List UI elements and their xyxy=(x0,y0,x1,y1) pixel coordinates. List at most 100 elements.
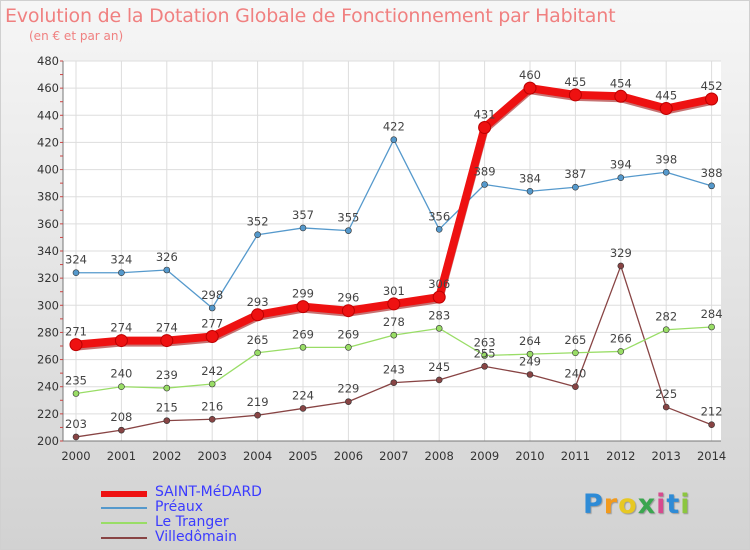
data-point xyxy=(341,304,355,318)
data-label: 271 xyxy=(65,325,87,339)
y-tick-label: 240 xyxy=(37,380,59,394)
legend-swatch xyxy=(101,522,147,524)
data-label: 249 xyxy=(519,355,541,369)
data-label: 301 xyxy=(383,284,405,298)
data-label: 264 xyxy=(519,334,541,348)
data-point xyxy=(254,411,261,419)
data-point xyxy=(296,300,310,314)
data-label: 422 xyxy=(383,120,405,134)
x-tick-label: 2011 xyxy=(561,449,590,463)
legend: SAINT-MéDARD Préaux Le Tranger Villedôma… xyxy=(101,485,341,545)
data-label: 235 xyxy=(65,374,87,388)
x-tick-label: 2003 xyxy=(198,449,227,463)
y-tick-label: 220 xyxy=(37,407,59,421)
data-point xyxy=(662,326,670,334)
data-label: 278 xyxy=(383,315,405,329)
data-label: 215 xyxy=(156,401,178,415)
data-label: 203 xyxy=(65,417,87,431)
data-point xyxy=(705,92,719,106)
data-label: 352 xyxy=(247,215,269,229)
data-point xyxy=(251,308,265,322)
legend-swatch xyxy=(101,537,147,539)
data-label: 243 xyxy=(383,363,405,377)
data-point xyxy=(118,426,125,434)
data-label: 242 xyxy=(201,364,223,378)
data-point xyxy=(617,348,625,355)
data-label: 219 xyxy=(247,395,269,409)
data-label: 329 xyxy=(610,246,632,260)
data-label: 239 xyxy=(156,368,178,382)
data-point xyxy=(205,330,219,343)
data-point xyxy=(662,403,670,411)
data-label: 296 xyxy=(337,291,359,305)
legend-item-saint-medard[interactable]: SAINT-MéDARD xyxy=(101,485,341,500)
data-point xyxy=(299,224,307,232)
x-tick-label: 2006 xyxy=(334,449,363,463)
data-point xyxy=(390,136,398,144)
data-point xyxy=(572,383,579,391)
data-point xyxy=(69,338,83,352)
grid xyxy=(63,60,721,442)
data-label: 274 xyxy=(156,321,178,335)
data-point xyxy=(526,187,534,195)
legend-label: Villedômain xyxy=(155,529,237,545)
legend-item-le-tranger[interactable]: Le Tranger xyxy=(101,515,341,530)
legend-item-villedomain[interactable]: Villedômain xyxy=(101,530,341,545)
data-point xyxy=(708,323,715,331)
data-point xyxy=(208,304,216,312)
legend-swatch xyxy=(101,491,147,497)
y-tick-label: 200 xyxy=(37,434,59,448)
data-point xyxy=(345,344,352,351)
series-1 xyxy=(72,136,715,312)
data-label: 265 xyxy=(564,333,586,347)
data-label: 277 xyxy=(201,317,223,331)
data-point xyxy=(390,379,398,386)
data-label: 274 xyxy=(110,321,132,335)
data-point xyxy=(659,102,673,115)
x-tick-label: 2014 xyxy=(697,449,726,463)
y-tick-label: 320 xyxy=(37,271,59,285)
data-point xyxy=(435,225,443,233)
data-label: 208 xyxy=(110,410,132,424)
x-tick-label: 2012 xyxy=(606,449,635,463)
x-tick-label: 2009 xyxy=(470,449,499,463)
data-label: 266 xyxy=(610,331,632,345)
x-tick-label: 2001 xyxy=(107,449,136,463)
legend-item-preaux[interactable]: Préaux xyxy=(101,500,341,515)
data-point xyxy=(163,417,171,424)
data-label: 445 xyxy=(655,89,677,103)
data-label: 431 xyxy=(474,108,496,122)
data-label: 240 xyxy=(564,367,586,381)
data-point xyxy=(662,168,670,176)
chart-subtitle: (en € et par an) xyxy=(29,29,124,43)
y-tick-label: 340 xyxy=(37,244,59,258)
data-label: 357 xyxy=(292,208,314,222)
data-label: 384 xyxy=(519,171,541,185)
data-point xyxy=(118,383,125,391)
data-point xyxy=(481,181,488,188)
legend-label: SAINT-MéDARD xyxy=(155,484,262,500)
data-point xyxy=(481,363,488,370)
data-label: 454 xyxy=(610,76,632,90)
data-point xyxy=(614,89,628,103)
data-label: 460 xyxy=(519,68,541,82)
brand-letter: o xyxy=(618,489,638,520)
data-point xyxy=(478,121,492,134)
x-tick-label: 2007 xyxy=(379,449,408,463)
data-label: 306 xyxy=(428,277,450,291)
x-tick-label: 2005 xyxy=(288,449,317,463)
data-point xyxy=(432,290,446,304)
data-label: 240 xyxy=(110,367,132,381)
legend-label: Le Tranger xyxy=(155,514,229,530)
data-point xyxy=(345,227,352,234)
brand-logo: Proxiti xyxy=(583,489,691,520)
y-tick-label: 280 xyxy=(37,325,59,339)
x-tick-label: 2010 xyxy=(515,449,544,463)
data-point xyxy=(617,174,625,182)
data-point xyxy=(254,349,261,357)
data-point xyxy=(118,269,125,277)
data-point xyxy=(435,376,443,384)
x-tick-label: 2004 xyxy=(243,449,272,463)
legend-swatch xyxy=(101,507,147,509)
